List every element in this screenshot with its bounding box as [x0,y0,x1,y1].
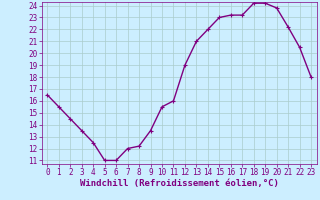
X-axis label: Windchill (Refroidissement éolien,°C): Windchill (Refroidissement éolien,°C) [80,179,279,188]
